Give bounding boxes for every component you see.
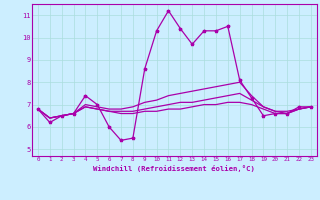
X-axis label: Windchill (Refroidissement éolien,°C): Windchill (Refroidissement éolien,°C) <box>93 165 255 172</box>
